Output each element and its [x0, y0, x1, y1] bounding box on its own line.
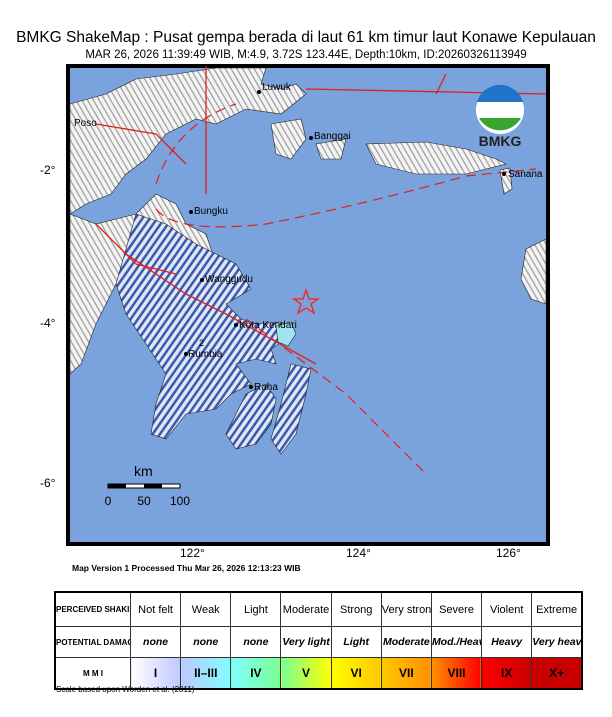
row-header-damage: POTENTIAL DAMAGE	[54, 626, 131, 658]
legend-shaking-cell: Extreme	[531, 591, 583, 627]
place-banggai: Banggai	[314, 131, 351, 142]
place-poso: Poso	[74, 118, 97, 129]
legend-damage-cell: Heavy	[481, 626, 533, 658]
map-version: Map Version 1 Processed Thu Mar 26, 2026…	[72, 563, 301, 573]
scale-note: Scale based upon Worden et al. (2011)	[56, 685, 195, 694]
legend-mmi-cell: VI	[330, 657, 382, 690]
svg-text:0: 0	[105, 494, 112, 508]
legend-mmi-cell: VII	[380, 657, 432, 690]
map-title: BMKG ShakeMap : Pusat gempa berada di la…	[16, 29, 596, 46]
place-labels: Luwuk Poso Banggai Sanana Bungku Wanggud…	[74, 82, 543, 393]
legend-mmi-cell: IV	[230, 657, 282, 690]
land-north-arm	[69, 67, 307, 215]
bmkg-logo: BMKG	[476, 84, 524, 149]
trenches	[155, 103, 537, 475]
legend-shaking-cell: Severe	[430, 591, 483, 627]
legend-mmi-cell: X+	[531, 657, 583, 690]
legend-mmi-cell: II–III	[180, 657, 232, 690]
faults	[95, 66, 547, 365]
lon-tick: 126°	[496, 546, 521, 560]
legend-shaking-cell: Very strong	[380, 591, 432, 627]
legend-damage-cell: none	[180, 626, 232, 658]
lon-tick: 124°	[346, 546, 371, 560]
svg-text:50: 50	[137, 494, 151, 508]
legend-shaking-cell: Strong	[330, 591, 382, 627]
legend-damage-cell: none	[230, 626, 282, 658]
event-details: MAR 26, 2026 11:39:49 WIB, M:4.9, 3.72S …	[85, 49, 527, 61]
legend-damage-cell: Very light	[280, 626, 332, 658]
legend-mmi-cell: IX	[481, 657, 533, 690]
land-wawonii	[275, 321, 297, 347]
lon-tick: 122°	[180, 546, 205, 560]
epicenter-star-icon	[291, 287, 321, 315]
land-buru	[520, 238, 547, 305]
svg-text:BMKG: BMKG	[479, 133, 522, 149]
place-rumbia: Rumbia	[188, 349, 223, 360]
row-header-shaking: PERCEIVED SHAKING	[54, 591, 131, 627]
shakemap: Luwuk Poso Banggai Sanana Bungku Wanggud…	[66, 64, 550, 546]
legend-shaking-cell: Violent	[481, 591, 533, 627]
land-sula	[365, 141, 513, 195]
legend-shaking-cell: Not felt	[129, 591, 182, 627]
land-muna-buton	[225, 363, 312, 455]
lat-tick: -2°	[40, 163, 56, 177]
place-kendari: Kota Kendari	[239, 320, 297, 331]
place-raha: Raha	[254, 382, 278, 393]
legend-damage-cell: none	[129, 626, 182, 658]
legend-damage-cell: Very heavy	[531, 626, 583, 658]
place-sanana: Sanana	[508, 169, 543, 180]
svg-text:km: km	[134, 463, 153, 479]
intensity-legend: PERCEIVED SHAKINGNot feltWeakLightModera…	[54, 591, 583, 690]
legend-shaking-cell: Light	[230, 591, 282, 627]
legend-shaking-cell: Weak	[180, 591, 232, 627]
svg-text:100: 100	[170, 494, 190, 508]
legend-mmi-cell: I	[129, 657, 182, 690]
scale-bar: km 0 50 100	[105, 463, 191, 508]
legend-shaking-cell: Moderate	[280, 591, 332, 627]
place-wanggudu: Wanggudu	[205, 274, 253, 285]
place-bungku: Bungku	[194, 206, 228, 217]
lat-tick: -6°	[40, 476, 56, 490]
legend-damage-cell: Moderate	[380, 626, 432, 658]
legend-mmi-cell: V	[280, 657, 332, 690]
legend-damage-cell: Mod./Heavy	[430, 626, 483, 658]
land-banggai	[270, 118, 347, 160]
legend-mmi-cell: VIII	[430, 657, 483, 690]
legend-damage-cell: Light	[330, 626, 382, 658]
contour-label: 2	[199, 338, 204, 348]
lat-tick: -4°	[40, 316, 56, 330]
place-luwuk: Luwuk	[262, 82, 292, 93]
